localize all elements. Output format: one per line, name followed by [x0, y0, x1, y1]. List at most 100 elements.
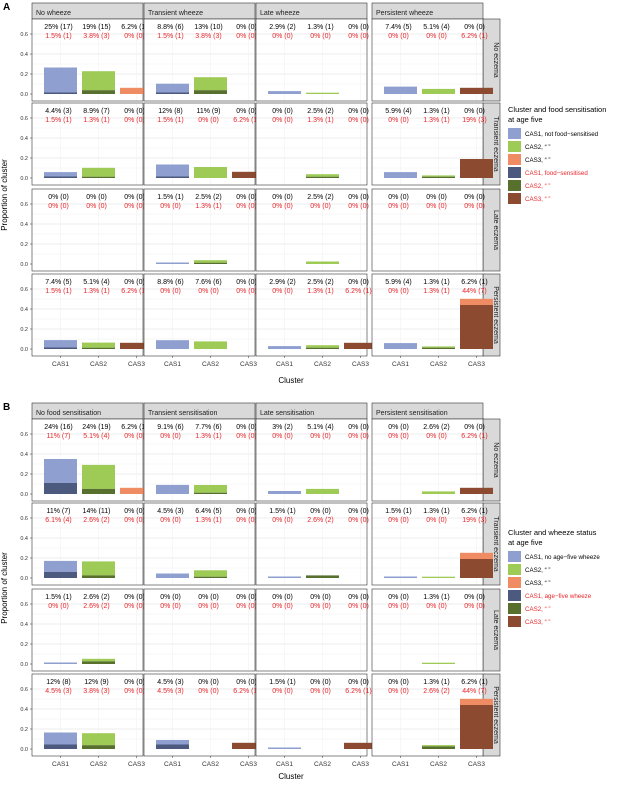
y-tick-label: 0.4 — [20, 52, 28, 58]
bar-cas1-unexposed — [44, 459, 77, 483]
bar-cas3-exposed — [232, 171, 265, 178]
bar-cas1-unexposed — [156, 573, 189, 578]
annotation-red: 0% (0) — [272, 688, 293, 695]
y-tick-label: 0.4 — [20, 707, 28, 713]
annotation-black: 1.5% (1) — [157, 194, 183, 201]
bar-cas1-exposed — [156, 92, 189, 94]
annotation-black: 2.9% (2) — [269, 279, 295, 286]
bar-cas1-unexposed — [268, 91, 301, 94]
y-tick-label: 0.2 — [20, 72, 28, 78]
annotation-red: 0% (0) — [348, 603, 369, 610]
annotation-red: 0% (0) — [388, 203, 409, 210]
y-axis-title: Proportion of cluster — [0, 159, 9, 231]
annotation-red: 4.5% (3) — [45, 688, 71, 695]
annotation-black: 1.3% (1) — [423, 594, 449, 601]
facet-panel — [143, 588, 256, 672]
bar-cas1-exposed — [156, 744, 189, 749]
annotation-black: 8.9% (7) — [83, 108, 109, 115]
annotation-red: 0% (0) — [198, 288, 219, 295]
bar-cas2-unexposed — [82, 167, 115, 177]
legend-label: CAS2, “ ” — [525, 567, 550, 574]
annotation-black: 0% (0) — [124, 508, 145, 515]
annotation-black: 0% (0) — [236, 24, 257, 31]
annotation-red: 0% (0) — [160, 288, 181, 295]
bar-cas1-unexposed — [156, 340, 189, 349]
annotation-red: 0% (0) — [124, 517, 145, 524]
bar-cas1-unexposed — [384, 576, 417, 578]
facet-panel — [255, 18, 368, 102]
annotation-black: 0% (0) — [198, 594, 219, 601]
annotation-black: 5.1% (4) — [423, 24, 449, 31]
row-strip-label: No eczema — [492, 442, 499, 478]
annotation-red: 0% (0) — [426, 203, 447, 210]
facet-panel — [371, 588, 484, 672]
annotation-red: 0% (0) — [236, 203, 257, 210]
row-strip-label: Persistent eczema — [492, 686, 499, 744]
annotation-red: 0% (0) — [348, 203, 369, 210]
x-tick-label: CAS1 — [276, 761, 293, 768]
legend-label: CAS1, age−five wheeze — [525, 593, 592, 600]
legend-swatch — [508, 154, 521, 165]
x-tick-label: CAS2 — [202, 361, 219, 368]
bar-cas2-unexposed — [306, 488, 339, 494]
annotation-black: 0% (0) — [272, 594, 293, 601]
annotation-red: 0% (0) — [388, 517, 409, 524]
x-tick-label: CAS1 — [392, 761, 409, 768]
annotation-black: 1.5% (1) — [385, 508, 411, 515]
annotation-red: 1.3% (1) — [423, 117, 449, 124]
x-tick-label: CAS2 — [202, 761, 219, 768]
x-tick-label: CAS1 — [52, 361, 69, 368]
legend-title: at age five — [508, 115, 543, 124]
y-tick-label: 0.0 — [20, 92, 28, 98]
x-tick-label: CAS1 — [164, 361, 181, 368]
annotation-black: 1.3% (1) — [307, 24, 333, 31]
annotation-black: 6.4% (5) — [195, 508, 221, 515]
bar-cas2-exposed — [422, 746, 455, 749]
annotation-black: 8.8% (6) — [157, 24, 183, 31]
bar-cas2-exposed — [306, 176, 339, 178]
bar-cas3-exposed — [460, 705, 493, 749]
annotation-red: 0% (0) — [124, 433, 145, 440]
bar-cas1-exposed — [44, 483, 77, 494]
annotation-black: 0% (0) — [388, 194, 409, 201]
annotation-black: 7.6% (6) — [195, 279, 221, 286]
legend-swatch — [508, 577, 521, 588]
y-tick-label: 0.6 — [20, 432, 28, 438]
annotation-red: 1.5% (1) — [157, 33, 183, 40]
bar-cas1-unexposed — [44, 560, 77, 572]
annotation-black: 0% (0) — [464, 424, 485, 431]
bar-cas1-exposed — [44, 347, 77, 349]
bar-cas2-unexposed — [306, 261, 339, 264]
annotation-black: 0% (0) — [388, 594, 409, 601]
x-tick-label: CAS2 — [90, 361, 107, 368]
annotation-black: 5.9% (4) — [385, 279, 411, 286]
bar-cas2-unexposed — [82, 733, 115, 746]
facet-panel — [255, 418, 368, 502]
annotation-red: 0% (0) — [124, 688, 145, 695]
legend-swatch — [508, 603, 521, 614]
annotation-black: 7.4% (5) — [385, 24, 411, 31]
annotation-black: 0% (0) — [236, 194, 257, 201]
bar-cas2-unexposed — [82, 658, 115, 662]
annotation-red: 0% (0) — [124, 203, 145, 210]
annotation-black: 0% (0) — [348, 194, 369, 201]
y-axis-title: Proportion of cluster — [0, 552, 9, 624]
bar-cas3-exposed — [232, 742, 265, 749]
annotation-red: 0% (0) — [198, 603, 219, 610]
annotation-red: 6.2% (1) — [461, 33, 487, 40]
bar-cas2-exposed — [422, 176, 455, 178]
bar-cas1-unexposed — [44, 340, 77, 348]
y-tick-label: 0.0 — [20, 747, 28, 753]
annotation-black: 0% (0) — [348, 108, 369, 115]
x-tick-label: CAS1 — [276, 361, 293, 368]
bar-cas3-unexposed — [460, 698, 493, 705]
x-tick-label: CAS2 — [90, 761, 107, 768]
annotation-black: 0% (0) — [348, 424, 369, 431]
bar-cas1-unexposed — [156, 262, 189, 264]
bar-cas2-exposed — [82, 488, 115, 494]
annotation-black: 24% (16) — [44, 424, 72, 431]
annotation-black: 0% (0) — [310, 508, 331, 515]
annotation-black: 2.5% (2) — [307, 279, 333, 286]
y-tick-label: 0.0 — [20, 176, 28, 182]
